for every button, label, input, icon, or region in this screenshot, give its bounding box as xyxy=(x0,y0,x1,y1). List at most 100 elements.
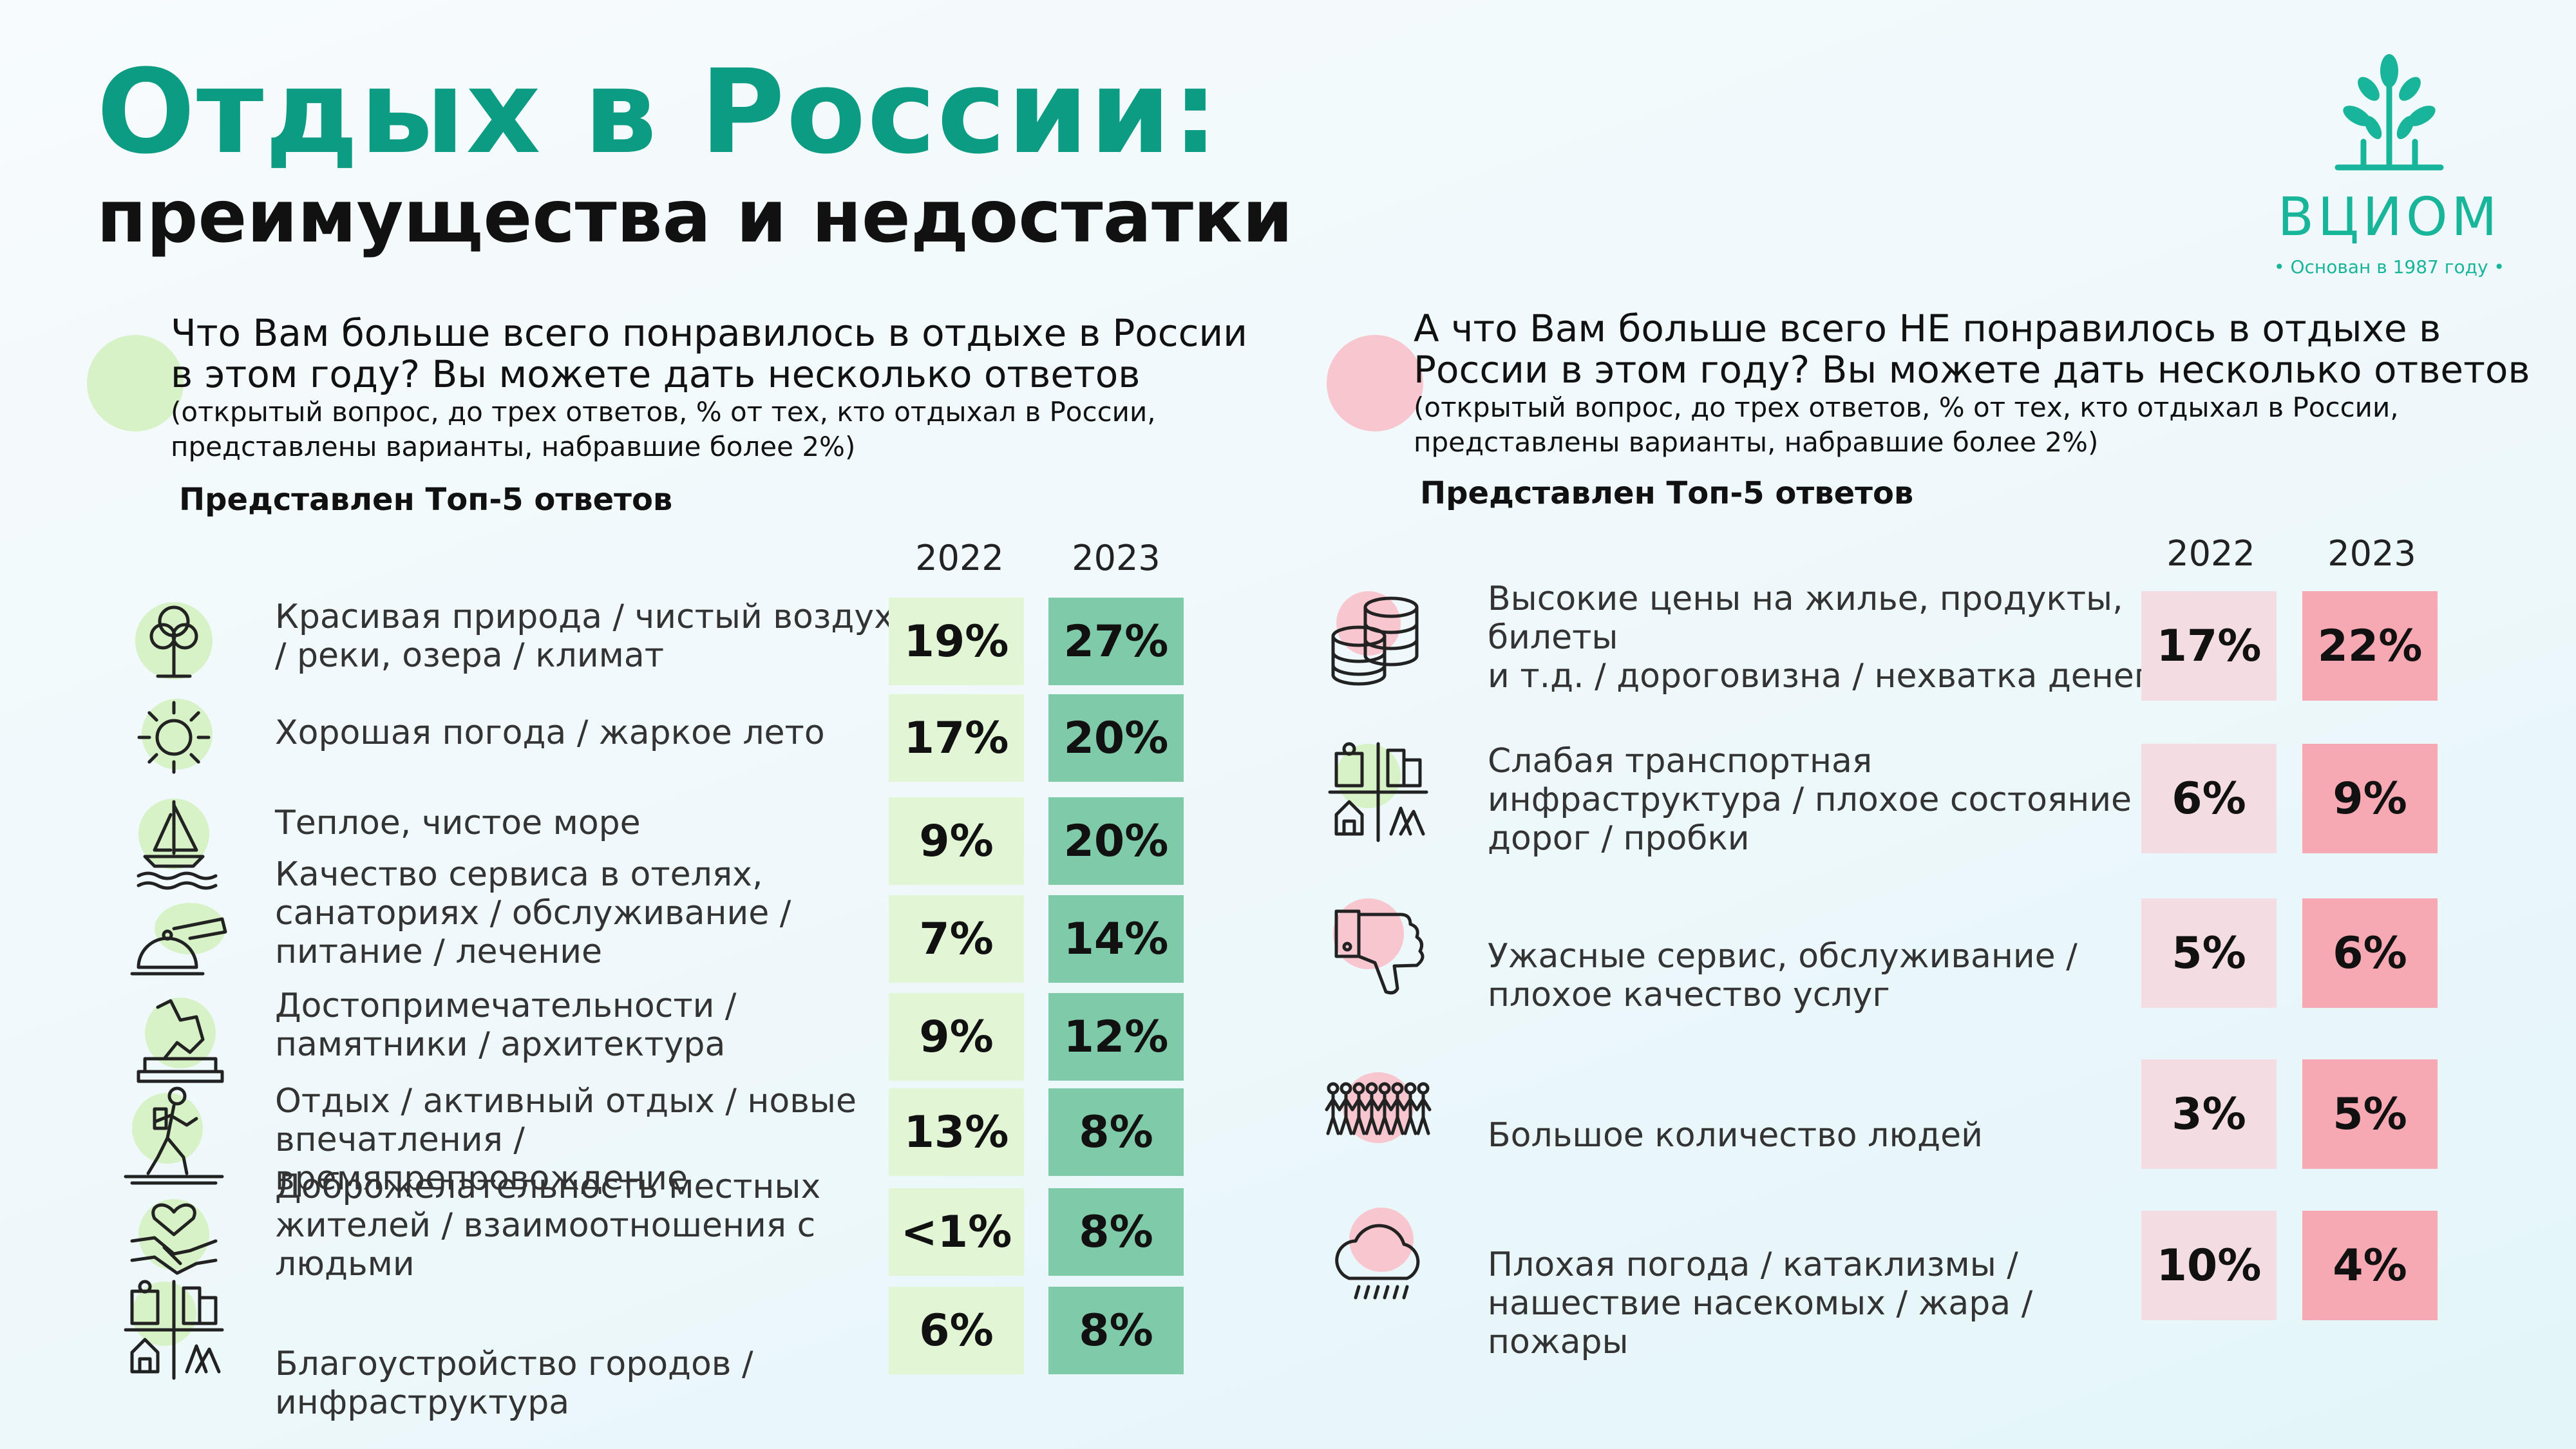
answer-label-line: впечатления / xyxy=(275,1121,525,1159)
right-question-line2: России в этом году? Вы можете дать неско… xyxy=(1414,348,2530,392)
value-2023-cell: 27% xyxy=(1048,598,1184,685)
answer-label: Высокие цены на жилье, продукты, билеты и … xyxy=(1488,580,2152,696)
value-2022-cell: 19% xyxy=(889,598,1024,685)
service-bell-icon xyxy=(119,884,229,993)
value-2023-cell: 9% xyxy=(2302,744,2438,853)
value-2023-cell: 5% xyxy=(2302,1059,2438,1169)
logo-tree-icon xyxy=(2334,54,2444,171)
answer-label-line: Слабая транспортная xyxy=(1488,742,1873,781)
value-2023-cell: 12% xyxy=(1048,993,1184,1081)
answer-label-line: Доброжелательность местных xyxy=(275,1168,821,1206)
value-2023-cell: 8% xyxy=(1048,1088,1184,1176)
value-2022-cell: 10% xyxy=(2141,1211,2277,1320)
answer-label: Большое количество людей xyxy=(1488,1116,1983,1155)
answer-label-line: пожары xyxy=(1488,1323,1629,1361)
sun-icon xyxy=(119,683,229,792)
answer-label-line: санаториях / обслуживание / xyxy=(275,894,791,933)
answer-label: Отдых / активный отдых / новые впечатлени… xyxy=(275,1082,857,1198)
answer-label-line: Большое количество людей xyxy=(1488,1116,1983,1155)
right-note-line1: (открытый вопрос, до трех ответов, % от … xyxy=(1414,392,2399,423)
left-question-line2: в этом году? Вы можете дать несколько от… xyxy=(171,352,1141,396)
logo-tagline: • Основан в 1987 году • xyxy=(2274,256,2505,278)
value-2022-cell: 17% xyxy=(889,694,1024,782)
right-year-2023: 2023 xyxy=(2327,533,2416,574)
value-2023-cell: 6% xyxy=(2302,898,2438,1008)
answer-label: Ужасные сервис, обслуживание / плохое кач… xyxy=(1488,937,2078,1014)
question-dot-pink xyxy=(1327,335,1423,431)
answer-label-line: питание / лечение xyxy=(275,933,603,971)
answer-label-line: Теплое, чистое море xyxy=(275,804,641,842)
answer-label-line: плохое качество услуг xyxy=(1488,976,1890,1014)
thumbs-down-icon xyxy=(1323,892,1433,1001)
answer-label-line: времяпрепровождение xyxy=(275,1159,688,1198)
answer-label-line: инфраструктура xyxy=(275,1383,570,1422)
left-top5-label: Представлен Топ-5 ответов xyxy=(179,482,673,518)
right-question-line1: А что Вам больше всего НЕ понравилось в … xyxy=(1414,307,2441,350)
value-2023-cell: 8% xyxy=(1048,1188,1184,1276)
logo-name: ВЦИОМ xyxy=(2277,187,2501,248)
value-2022-cell: 6% xyxy=(2141,744,2277,853)
left-question-line1: Что Вам больше всего понравилось в отдых… xyxy=(171,311,1247,355)
answer-label-line: / реки, озера / климат xyxy=(275,636,665,675)
handshake-heart-icon xyxy=(119,1177,229,1286)
value-2022-cell: 7% xyxy=(889,895,1024,983)
answer-label-line: памятники / архитектура xyxy=(275,1025,726,1064)
answer-label-line: жителей / взаимоотношения с xyxy=(275,1206,816,1245)
value-2022-cell: 5% xyxy=(2141,898,2277,1008)
answer-label-line: людьми xyxy=(275,1245,415,1283)
answer-label: Достопримечательности / памятники / архит… xyxy=(275,987,736,1064)
right-year-2022: 2022 xyxy=(2166,533,2255,574)
right-note-line2: представлены варианты, набравшие более 2… xyxy=(1414,426,2099,458)
tree-icon xyxy=(119,586,229,696)
value-2022-cell: <1% xyxy=(889,1188,1024,1276)
city-icon xyxy=(119,1275,229,1385)
value-2022-cell: 3% xyxy=(2141,1059,2277,1169)
answer-label-line: и т.д. / дороговизна / нехватка денег xyxy=(1488,657,2152,696)
answer-label-line: дорог / пробки xyxy=(1488,819,1750,858)
answer-label-line: нашествие насекомых / жара / xyxy=(1488,1284,2033,1323)
value-2023-cell: 14% xyxy=(1048,895,1184,983)
city-icon xyxy=(1323,737,1433,847)
answer-label: Доброжелательность местных жителей / взаи… xyxy=(275,1168,820,1283)
value-2023-cell: 4% xyxy=(2302,1211,2438,1320)
value-2022-cell: 9% xyxy=(889,797,1024,885)
left-year-2023: 2023 xyxy=(1072,538,1160,578)
left-note-line1: (открытый вопрос, до трех ответов, % от … xyxy=(171,396,1156,428)
answer-label-line: Ужасные сервис, обслуживание / xyxy=(1488,937,2078,976)
answer-label-line: Плохая погода / катаклизмы / xyxy=(1488,1245,2018,1284)
coins-icon xyxy=(1323,585,1433,694)
answer-label-line: Красивая природа / чистый воздух xyxy=(275,598,894,636)
crowd-icon xyxy=(1323,1053,1433,1162)
answer-label-line: Хорошая погода / жаркое лето xyxy=(275,714,825,752)
question-dot-green xyxy=(87,335,184,431)
sailboat-icon xyxy=(119,786,229,895)
value-2022-cell: 6% xyxy=(889,1287,1024,1374)
right-top5-label: Представлен Топ-5 ответов xyxy=(1420,475,1914,511)
answer-label-line: Достопримечательности / xyxy=(275,987,737,1025)
answer-label: Плохая погода / катаклизмы / нашествие на… xyxy=(1488,1245,2032,1361)
monument-icon xyxy=(119,981,229,1091)
answer-label: Благоустройство городов / инфраструктура xyxy=(275,1345,753,1422)
answer-label-line: Качество сервиса в отелях, xyxy=(275,855,763,894)
vciom-logo: ВЦИОМ • Основан в 1987 году • xyxy=(2254,52,2524,278)
value-2023-cell: 22% xyxy=(2302,591,2438,701)
value-2023-cell: 20% xyxy=(1048,694,1184,782)
value-2023-cell: 8% xyxy=(1048,1287,1184,1374)
page-title: Отдых в России: xyxy=(97,45,1220,180)
hiker-icon xyxy=(119,1077,229,1186)
answer-label: Хорошая погода / жаркое лето xyxy=(275,714,825,752)
value-2022-cell: 13% xyxy=(889,1088,1024,1176)
answer-label: Слабая транспортная инфраструктура / плох… xyxy=(1488,742,2132,858)
answer-label-line: Отдых / активный отдых / новые xyxy=(275,1082,857,1121)
value-2022-cell: 9% xyxy=(889,993,1024,1081)
value-2023-cell: 20% xyxy=(1048,797,1184,885)
left-note-line2: представлены варианты, набравшие более 2… xyxy=(171,431,856,462)
left-year-2022: 2022 xyxy=(915,538,1004,578)
page-subtitle: преимущества и недостатки xyxy=(97,175,1293,259)
value-2022-cell: 17% xyxy=(2141,591,2277,701)
answer-label-line: билеты xyxy=(1488,618,1618,657)
answer-label: Красивая природа / чистый воздух / реки, … xyxy=(275,598,894,675)
answer-label-line: Благоустройство городов / xyxy=(275,1345,753,1383)
answer-label-line: Высокие цены на жилье, продукты, xyxy=(1488,580,2123,618)
rain-cloud-icon xyxy=(1323,1204,1433,1314)
